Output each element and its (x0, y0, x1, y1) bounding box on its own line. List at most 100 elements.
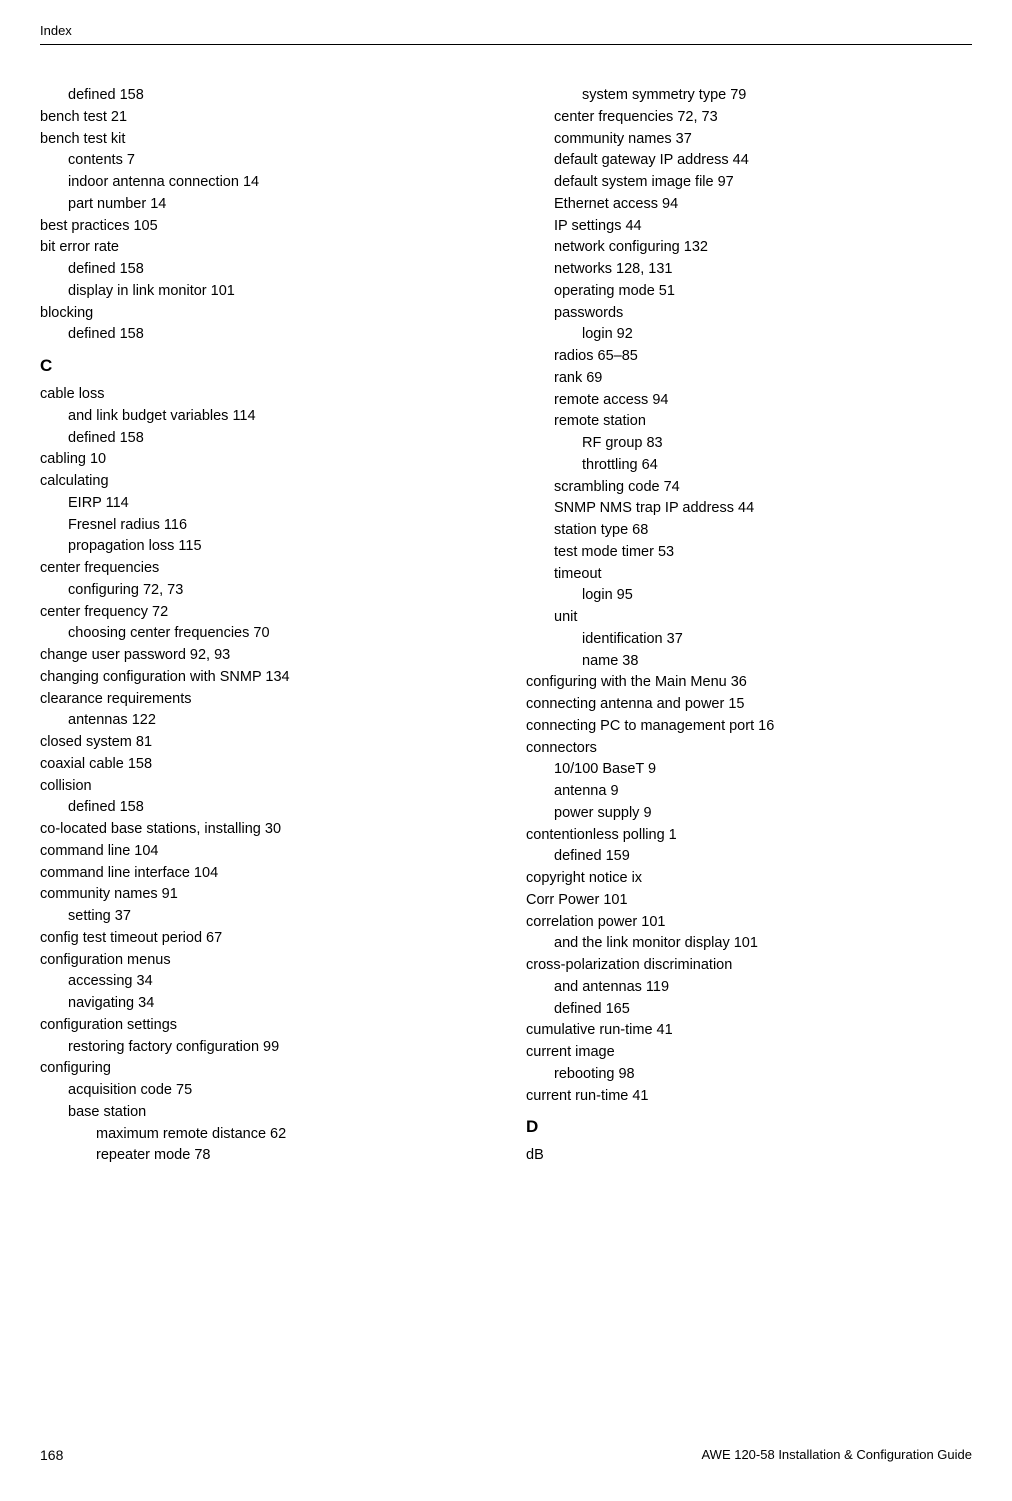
index-entry: defined 158 (40, 324, 486, 346)
index-entry: accessing 34 (40, 971, 486, 993)
index-entry: defined 165 (526, 999, 972, 1021)
index-entry: system symmetry type 79 (526, 85, 972, 107)
index-entry: restoring factory configuration 99 (40, 1037, 486, 1059)
index-entry: connecting antenna and power 15 (526, 694, 972, 716)
index-entry: dB (526, 1145, 972, 1167)
index-entry: propagation loss 115 (40, 536, 486, 558)
index-entry: IP settings 44 (526, 216, 972, 238)
index-entry: cable loss (40, 384, 486, 406)
page-header: Index (40, 22, 972, 45)
index-entry: defined 158 (40, 259, 486, 281)
index-entry: antenna 9 (526, 781, 972, 803)
index-entry: antennas 122 (40, 710, 486, 732)
right-column: system symmetry type 79center frequencie… (526, 85, 972, 1167)
left-column: defined 158bench test 21bench test kitco… (40, 85, 486, 1167)
index-entry: login 92 (526, 324, 972, 346)
index-entry: coaxial cable 158 (40, 754, 486, 776)
index-entry: current image (526, 1042, 972, 1064)
index-entry: Fresnel radius 116 (40, 515, 486, 537)
index-entry: Corr Power 101 (526, 890, 972, 912)
index-entry: networks 128, 131 (526, 259, 972, 281)
index-entry: cumulative run-time 41 (526, 1020, 972, 1042)
index-entry: cabling 10 (40, 449, 486, 471)
index-entry: default gateway IP address 44 (526, 150, 972, 172)
index-entry: command line interface 104 (40, 863, 486, 885)
index-entry: rank 69 (526, 368, 972, 390)
index-entry: closed system 81 (40, 732, 486, 754)
index-entry: base station (40, 1102, 486, 1124)
index-entry: co-located base stations, installing 30 (40, 819, 486, 841)
index-entry: station type 68 (526, 520, 972, 542)
index-entry: cross-polarization discrimination (526, 955, 972, 977)
index-entry: and the link monitor display 101 (526, 933, 972, 955)
index-entry: center frequencies 72, 73 (526, 107, 972, 129)
index-entry: 10/100 BaseT 9 (526, 759, 972, 781)
index-entry: configuring 72, 73 (40, 580, 486, 602)
index-entry: part number 14 (40, 194, 486, 216)
index-entry: rebooting 98 (526, 1064, 972, 1086)
index-entry: acquisition code 75 (40, 1080, 486, 1102)
index-entry: operating mode 51 (526, 281, 972, 303)
index-entry: copyright notice ix (526, 868, 972, 890)
section-letter: D (526, 1117, 972, 1137)
section-letter: C (40, 356, 486, 376)
index-entry: blocking (40, 303, 486, 325)
index-entry: default system image file 97 (526, 172, 972, 194)
page-number: 168 (40, 1447, 63, 1463)
index-entry: configuring with the Main Menu 36 (526, 672, 972, 694)
index-entry: calculating (40, 471, 486, 493)
index-entry: Ethernet access 94 (526, 194, 972, 216)
index-entry: change user password 92, 93 (40, 645, 486, 667)
index-entry: identification 37 (526, 629, 972, 651)
index-entry: configuration settings (40, 1015, 486, 1037)
index-entry: command line 104 (40, 841, 486, 863)
index-entry: center frequency 72 (40, 602, 486, 624)
index-entry: SNMP NMS trap IP address 44 (526, 498, 972, 520)
index-entry: and link budget variables 114 (40, 406, 486, 428)
index-entry: defined 158 (40, 85, 486, 107)
index-entry: login 95 (526, 585, 972, 607)
index-page: Index defined 158bench test 21bench test… (0, 0, 1012, 1501)
index-entry: defined 159 (526, 846, 972, 868)
header-text: Index (40, 23, 72, 38)
index-entry: defined 158 (40, 797, 486, 819)
index-entry: defined 158 (40, 428, 486, 450)
index-entry: unit (526, 607, 972, 629)
columns-container: defined 158bench test 21bench test kitco… (40, 85, 972, 1167)
index-entry: bench test 21 (40, 107, 486, 129)
index-entry: passwords (526, 303, 972, 325)
index-entry: throttling 64 (526, 455, 972, 477)
index-entry: scrambling code 74 (526, 477, 972, 499)
index-entry: changing configuration with SNMP 134 (40, 667, 486, 689)
index-entry: EIRP 114 (40, 493, 486, 515)
index-entry: remote access 94 (526, 390, 972, 412)
index-entry: radios 65–85 (526, 346, 972, 368)
index-entry: configuration menus (40, 950, 486, 972)
index-entry: collision (40, 776, 486, 798)
index-entry: name 38 (526, 651, 972, 673)
footer-right-text: AWE 120-58 Installation & Configuration … (701, 1447, 972, 1463)
index-entry: contents 7 (40, 150, 486, 172)
index-entry: maximum remote distance 62 (40, 1124, 486, 1146)
index-entry: contentionless polling 1 (526, 825, 972, 847)
page-footer: 168 AWE 120-58 Installation & Configurat… (40, 1447, 972, 1463)
index-entry: setting 37 (40, 906, 486, 928)
index-entry: test mode timer 53 (526, 542, 972, 564)
index-entry: community names 37 (526, 129, 972, 151)
index-entry: timeout (526, 564, 972, 586)
index-entry: choosing center frequencies 70 (40, 623, 486, 645)
index-entry: remote station (526, 411, 972, 433)
index-entry: bench test kit (40, 129, 486, 151)
index-entry: connecting PC to management port 16 (526, 716, 972, 738)
index-entry: display in link monitor 101 (40, 281, 486, 303)
index-entry: bit error rate (40, 237, 486, 259)
index-entry: community names 91 (40, 884, 486, 906)
index-entry: clearance requirements (40, 689, 486, 711)
index-entry: current run-time 41 (526, 1086, 972, 1108)
index-entry: network configuring 132 (526, 237, 972, 259)
index-entry: config test timeout period 67 (40, 928, 486, 950)
index-entry: best practices 105 (40, 216, 486, 238)
index-entry: navigating 34 (40, 993, 486, 1015)
index-entry: power supply 9 (526, 803, 972, 825)
index-entry: RF group 83 (526, 433, 972, 455)
